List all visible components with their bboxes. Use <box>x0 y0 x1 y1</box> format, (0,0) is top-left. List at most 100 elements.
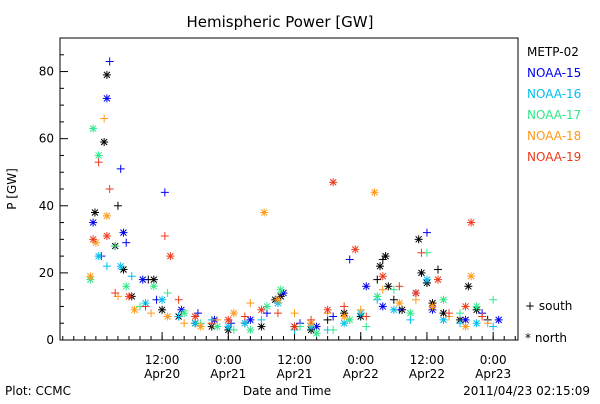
point-south <box>329 325 338 334</box>
x-tick-date: Apr22 <box>409 367 445 381</box>
point-south <box>411 295 420 304</box>
point-north <box>94 252 103 261</box>
point-north <box>370 188 379 197</box>
legend-entry: METP-02 <box>527 45 579 59</box>
point-north <box>345 315 354 324</box>
point-south <box>127 272 136 281</box>
point-north <box>224 322 233 331</box>
point-north <box>180 309 189 318</box>
point-north <box>90 208 99 217</box>
point-south <box>340 302 349 311</box>
point-north <box>89 218 98 227</box>
point-north <box>166 252 175 261</box>
point-north <box>467 218 476 227</box>
point-south <box>174 312 183 321</box>
point-north <box>461 302 470 311</box>
point-north <box>102 70 111 79</box>
point-north <box>417 268 426 277</box>
point-north <box>130 305 139 314</box>
point-north <box>373 292 382 301</box>
point-north <box>100 138 109 147</box>
point-south <box>483 319 492 328</box>
y-tick-label: 60 <box>39 132 54 146</box>
point-north <box>262 302 271 311</box>
point-north <box>158 295 167 304</box>
point-north <box>89 124 98 133</box>
point-north <box>395 299 404 308</box>
timestamp: 2011/04/23 02:15:09 <box>463 384 590 398</box>
point-north <box>86 272 95 281</box>
y-axis-label: P [GW] <box>5 168 19 210</box>
x-axis: 12:00Apr200:00Apr2112:00Apr210:00Apr2212… <box>62 332 516 381</box>
point-south <box>433 265 442 274</box>
x-tick-date: Apr22 <box>343 367 379 381</box>
point-north <box>229 309 238 318</box>
point-south <box>456 319 465 328</box>
x-tick-time: 0:00 <box>480 353 507 367</box>
point-south <box>122 238 131 247</box>
x-tick-date: Apr21 <box>277 367 313 381</box>
point-south <box>163 289 172 298</box>
point-south <box>356 305 365 314</box>
point-north <box>257 322 266 331</box>
point-south <box>456 309 465 318</box>
point-south <box>373 275 382 284</box>
point-south <box>105 185 114 193</box>
legend: METP-02 NOAA-15 NOAA-16 NOAA-17 NOAA-18 NOAA-… <box>525 45 581 345</box>
point-south <box>111 289 120 298</box>
y-axis: 0 20 40 60 80 <box>39 37 68 347</box>
point-south <box>290 309 299 318</box>
point-north <box>472 302 481 311</box>
point-north <box>461 322 470 331</box>
point-south <box>94 158 103 167</box>
series-METP-02 <box>90 70 492 334</box>
point-south <box>160 231 169 240</box>
point-south <box>329 312 338 321</box>
data-points <box>86 57 503 338</box>
legend-entry: NOAA-19 <box>527 150 581 164</box>
point-south <box>389 295 398 304</box>
x-tick-time: 12:00 <box>277 353 312 367</box>
point-south <box>213 315 222 324</box>
point-north <box>406 309 415 318</box>
point-north <box>124 292 133 301</box>
point-north <box>312 329 321 338</box>
point-north <box>149 282 158 291</box>
series-NOAA-18 <box>86 114 492 331</box>
point-south <box>113 201 122 210</box>
point-south <box>100 114 109 123</box>
point-south <box>141 302 150 311</box>
point-north <box>240 319 249 328</box>
point-north <box>329 178 338 187</box>
point-south <box>229 325 238 334</box>
point-north <box>411 289 420 298</box>
point-north <box>464 282 473 291</box>
point-north <box>138 275 147 284</box>
point-north <box>422 275 431 284</box>
point-south <box>445 309 454 318</box>
point-south <box>116 164 125 173</box>
legend-entry: NOAA-18 <box>527 129 581 143</box>
point-south <box>422 228 431 237</box>
point-north <box>102 211 111 220</box>
point-north <box>439 315 448 324</box>
point-north <box>273 295 282 304</box>
point-north <box>224 315 233 324</box>
point-north <box>246 315 255 324</box>
point-north <box>257 305 266 314</box>
x-tick-time: 0:00 <box>215 353 242 367</box>
y-tick-label: 80 <box>39 65 54 79</box>
point-north <box>378 302 387 311</box>
point-south <box>362 322 371 331</box>
point-north <box>472 319 481 328</box>
point-south <box>395 282 404 291</box>
point-south <box>378 285 387 294</box>
point-south <box>406 315 415 324</box>
y-tick-label: 20 <box>39 266 54 280</box>
point-south <box>489 295 498 304</box>
point-south <box>307 315 316 324</box>
point-north <box>433 275 442 284</box>
point-north <box>276 285 285 294</box>
